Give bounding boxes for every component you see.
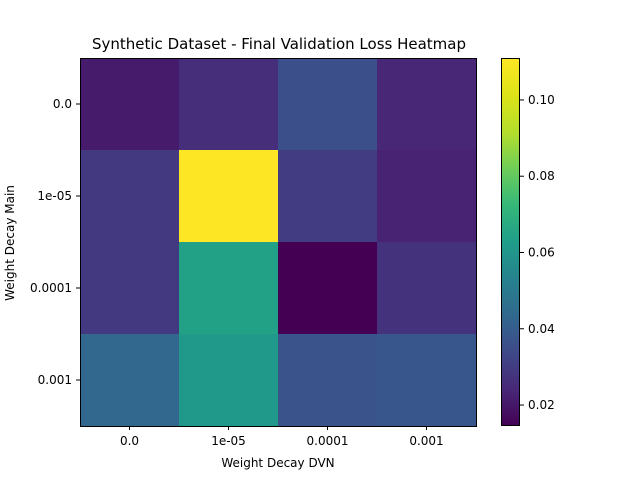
y-axis-label: Weight Decay Main: [3, 185, 17, 301]
colorbar-frame: [501, 58, 520, 426]
heatmap-cell: [278, 58, 378, 151]
heatmap-cell: [278, 242, 378, 335]
x-axis-label: Weight Decay DVN: [221, 456, 334, 470]
y-tick-label: 0.0001: [30, 281, 72, 295]
heatmap-cell: [179, 334, 279, 427]
heatmap-cell: [80, 150, 180, 243]
heatmap-cell: [80, 58, 180, 151]
heatmap-cell: [278, 334, 378, 427]
plot-frame: [80, 58, 477, 427]
colorbar-tick-label: 0.04: [528, 322, 555, 336]
chart-title: Synthetic Dataset - Final Validation Los…: [92, 35, 466, 53]
heatmap-cell: [278, 150, 378, 243]
y-tick-label: 0.001: [38, 373, 72, 387]
colorbar-tick-label: 0.10: [528, 93, 555, 107]
colorbar: [501, 58, 520, 426]
x-tick-label: 1e-05: [211, 434, 246, 448]
heatmap-cell: [377, 58, 477, 151]
y-tick-label: 0.0: [53, 97, 72, 111]
x-tick-label: 0.001: [409, 434, 443, 448]
y-tick-label: 1e-05: [37, 189, 72, 203]
heatmap-cell: [377, 150, 477, 243]
colorbar-tick-label: 0.06: [528, 245, 555, 259]
heatmap-cell: [179, 242, 279, 335]
heatmap-cells: [80, 58, 477, 427]
x-tick-label: 0.0001: [307, 434, 349, 448]
colorbar-tick-label: 0.08: [528, 169, 555, 183]
colorbar-ticks: 0.02 0.04 0.06 0.08 0.10: [520, 93, 555, 412]
heatmap-cell: [377, 242, 477, 335]
y-axis-ticks: 0.0 1e-05 0.0001 0.001: [30, 97, 80, 387]
heatmap-cell: [179, 58, 279, 151]
x-tick-label: 0.0: [120, 434, 139, 448]
heatmap-cell: [179, 150, 279, 243]
x-axis-ticks: 0.0 1e-05 0.0001 0.001: [120, 426, 444, 448]
heatmap-cell: [80, 334, 180, 427]
colorbar-tick-label: 0.02: [528, 398, 555, 412]
heatmap-cell: [80, 242, 180, 335]
heatmap-cell: [377, 334, 477, 427]
